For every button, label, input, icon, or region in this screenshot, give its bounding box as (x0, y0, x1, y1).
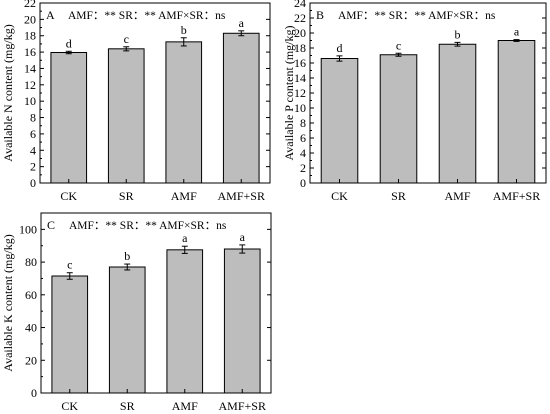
bar-ck (320, 58, 359, 184)
y-tick-label: 22 (24, 0, 36, 10)
y-tick-label: 22 (294, 11, 306, 25)
significance-letter: a (239, 16, 245, 30)
significance-letter: d (337, 41, 343, 55)
stats-annotation: AMF：** SR：** AMF×SR：ns (338, 10, 496, 22)
y-tick-label: 60 (25, 288, 37, 302)
x-tick-label: CK (331, 189, 348, 203)
y-tick-label: 10 (294, 101, 306, 115)
y-tick-label: 0 (31, 386, 37, 400)
bar-sr (108, 266, 146, 394)
significance-letter: a (240, 230, 246, 244)
y-tick-label: 14 (294, 71, 306, 85)
significance-letter: b (455, 27, 461, 41)
significance-letter: d (66, 36, 72, 50)
y-tick-label: 2 (300, 161, 306, 175)
chart-panel-a: 0 2 4 6 8 10 12 14 16 18 20 22 d CK c SR b AMF a AMF+SR A AMF… (1, 0, 271, 203)
panel-label: A (46, 8, 55, 22)
y-tick-label: 18 (24, 29, 36, 43)
y-axis-label: Available K content (mg/kg) (1, 234, 15, 371)
y-tick-label: 18 (294, 41, 306, 55)
stats-annotation: AMF：** SR：** AMF×SR：ns (68, 10, 226, 22)
y-tick-label: 40 (25, 321, 37, 335)
bar-amf (438, 43, 477, 184)
y-tick-label: 24 (294, 0, 306, 10)
x-tick-label: AMF+SR (219, 399, 266, 413)
y-tick-label: 4 (30, 143, 36, 157)
y-tick-label: 8 (30, 111, 36, 125)
bar-ck (50, 52, 88, 184)
y-tick-label: 12 (24, 78, 36, 92)
y-tick-label: 16 (24, 45, 36, 59)
y-tick-label: 20 (294, 26, 306, 40)
x-tick-label: AMF+SR (493, 189, 540, 203)
plot-frame (40, 212, 272, 394)
y-tick-label: 100 (19, 222, 37, 236)
x-tick-label: SR (120, 399, 135, 413)
y-tick-label: 12 (294, 86, 306, 100)
significance-letter: b (124, 249, 130, 263)
bar-sr (107, 48, 145, 184)
significance-letter: a (182, 231, 188, 245)
y-tick-label: 80 (25, 255, 37, 269)
y-tick-label: 4 (300, 146, 306, 160)
bar-amf-sr (223, 248, 261, 394)
x-tick-label: AMF (172, 399, 198, 413)
y-tick-label: 6 (30, 127, 36, 141)
x-tick-label: AMF+SR (218, 189, 265, 203)
bar-amf (166, 249, 204, 394)
bar-ck (51, 275, 89, 394)
y-axis-label: Available N content (mg/kg) (1, 24, 15, 161)
y-tick-label: 0 (300, 176, 306, 190)
x-tick-label: CK (61, 399, 78, 413)
significance-letter: b (181, 23, 187, 37)
x-tick-label: AMF (444, 189, 470, 203)
y-tick-label: 14 (24, 61, 36, 75)
significance-letter: c (396, 38, 401, 52)
significance-letter: c (67, 258, 72, 272)
significance-letter: a (514, 25, 520, 39)
y-tick-label: 0 (30, 176, 36, 190)
x-tick-label: SR (119, 189, 134, 203)
bar-amf-sr (222, 32, 260, 184)
bar-amf-sr (497, 40, 536, 184)
chart-panel-c: 0 20 40 60 80 100 c CK b SR a AMF a AMF+SR C AMF：** SR：… (1, 212, 272, 413)
y-tick-label: 2 (30, 160, 36, 174)
bar-sr (379, 54, 418, 184)
panel-label: C (47, 218, 55, 232)
panel-label: B (316, 8, 324, 22)
stats-annotation: AMF：** SR：** AMF×SR：ns (69, 220, 227, 232)
y-tick-label: 20 (24, 12, 36, 26)
x-tick-label: AMF (171, 189, 197, 203)
y-tick-label: 20 (25, 353, 37, 367)
y-tick-label: 8 (300, 116, 306, 130)
significance-letter: c (124, 32, 129, 46)
y-axis-label: Available P content (mg/kg) (282, 26, 296, 161)
bar-amf (165, 41, 203, 184)
x-tick-label: SR (391, 189, 406, 203)
y-tick-label: 6 (300, 131, 306, 145)
x-tick-label: CK (60, 189, 77, 203)
y-tick-label: 10 (24, 94, 36, 108)
y-tick-label: 16 (294, 56, 306, 70)
